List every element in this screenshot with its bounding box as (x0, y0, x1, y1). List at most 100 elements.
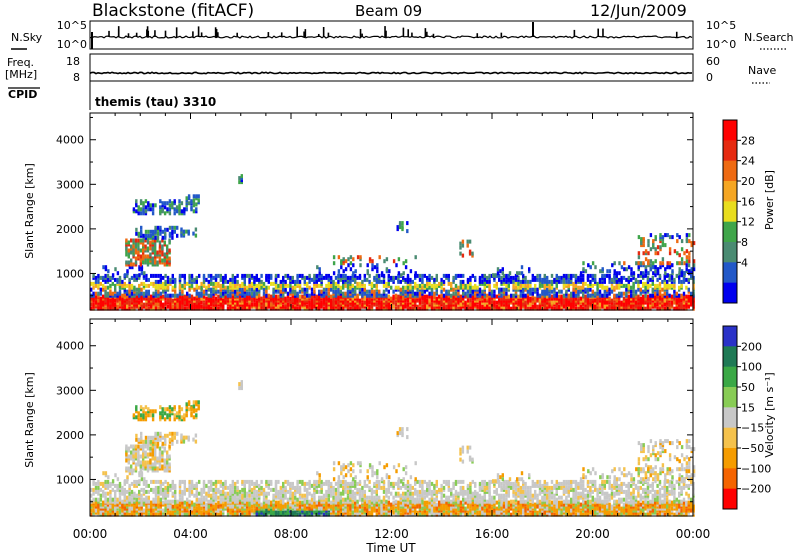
power-cell (457, 273, 460, 278)
velocity-cell (291, 504, 294, 509)
power-cell (591, 261, 595, 266)
power-cell (375, 273, 378, 278)
velocity-cell (274, 510, 278, 515)
power-cell (435, 283, 438, 288)
power-cell (418, 273, 422, 278)
velocity-cell (366, 504, 369, 509)
power-cell (378, 255, 381, 260)
velocity-cell (524, 510, 527, 515)
power-cell (555, 304, 558, 309)
power-cell (548, 283, 551, 288)
velocity-cell (546, 500, 549, 505)
power-cell (163, 240, 166, 245)
power-cell (452, 304, 455, 309)
power-cell (214, 304, 218, 309)
power-cell (168, 248, 171, 253)
power-cell (190, 205, 193, 210)
power-cell (176, 233, 179, 238)
power-cell (111, 273, 115, 278)
power-cell (368, 304, 371, 309)
power-cell (642, 271, 645, 276)
power-cell (668, 277, 671, 282)
power-cell (534, 283, 537, 288)
velocity-cell (315, 500, 318, 505)
power-cell (548, 293, 551, 298)
power-cell (622, 296, 626, 301)
power-cell (656, 277, 659, 282)
power-cell (468, 239, 472, 244)
power-cell (171, 304, 174, 309)
power-cell (426, 275, 429, 280)
power-cell (682, 304, 686, 309)
power-cell (678, 253, 681, 258)
velocity-cell (327, 512, 330, 517)
velocity-cell (454, 510, 458, 515)
power-cell (454, 304, 458, 309)
power-cell (156, 225, 160, 230)
power-cell (368, 257, 372, 262)
power-cell (339, 289, 342, 294)
velocity-cell (474, 510, 477, 515)
velocity-cell (286, 508, 290, 513)
power-cell (363, 273, 366, 278)
power-cell (478, 293, 482, 298)
velocity-cell (154, 510, 158, 515)
power-cell (241, 287, 244, 292)
power-cell (615, 273, 618, 278)
power-cell (219, 277, 222, 282)
velocity-cell (498, 504, 501, 509)
power-cell (318, 289, 321, 294)
power-cell (137, 231, 140, 236)
power-cell (142, 238, 145, 243)
power-cell (356, 275, 359, 280)
power-cell (572, 273, 575, 278)
velocity-cell (118, 500, 122, 505)
power-cell (313, 289, 316, 294)
velocity-cell (380, 510, 383, 515)
power-cell (654, 273, 657, 278)
power-cell (550, 304, 554, 309)
power-cell (378, 300, 381, 305)
power-cell (531, 277, 534, 282)
power-cell (190, 273, 194, 278)
power-cell (399, 287, 402, 292)
power-cell (414, 304, 417, 309)
power-cell (579, 296, 582, 301)
velocity-cell (428, 504, 431, 509)
power-cell (498, 273, 501, 278)
power-cell (459, 294, 462, 299)
power-cell (418, 283, 422, 288)
power-cell (183, 279, 186, 284)
velocity-cell (272, 510, 275, 515)
power-cell (351, 287, 354, 292)
velocity-cell (529, 502, 532, 507)
power-cell (217, 281, 220, 286)
power-cell (339, 285, 342, 290)
power-cell (163, 201, 167, 206)
power-cell (508, 271, 512, 276)
velocity-cell (478, 502, 482, 507)
power-cell (505, 304, 508, 309)
power-cell (387, 294, 390, 299)
y-tick-label: 1000 (56, 267, 84, 280)
velocity-cell (166, 510, 170, 515)
power-cell (118, 289, 122, 294)
power-cell (428, 277, 431, 282)
power-cell (320, 289, 323, 294)
power-cell (505, 291, 508, 296)
power-cell (231, 298, 234, 303)
power-cell (238, 304, 242, 309)
power-cell (394, 302, 398, 307)
power-cell (606, 269, 609, 274)
velocity-cell (162, 510, 165, 515)
power-cell (116, 291, 119, 296)
velocity-cell (279, 510, 282, 515)
velocity-cell (332, 504, 335, 509)
colorbar-tick-label: 8 (741, 236, 748, 249)
power-cell (241, 304, 244, 309)
power-cell (459, 241, 462, 246)
power-cell (298, 279, 302, 284)
power-cell (445, 294, 448, 299)
power-cell (157, 306, 160, 311)
power-cell (596, 281, 599, 286)
